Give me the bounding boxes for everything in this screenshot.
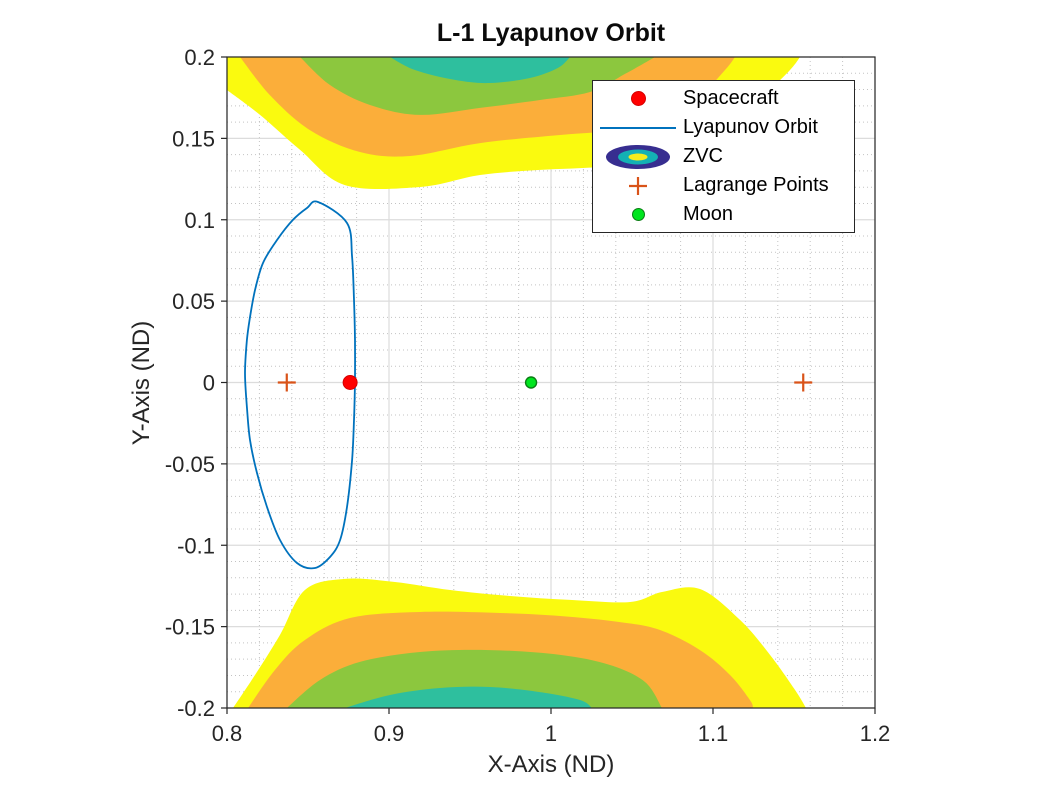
lyapunov-orbit-path <box>244 200 356 570</box>
x-tick-label: 1 <box>545 721 557 746</box>
x-tick-label: 1.2 <box>860 721 891 746</box>
legend-icon-cell <box>593 175 683 197</box>
spacecraft-dot-icon <box>630 91 646 106</box>
lagrange-point-marker <box>277 373 296 392</box>
legend-icon-cell <box>593 91 683 106</box>
zvc-region-bottom-green <box>286 649 662 708</box>
orbit-line-icon <box>600 126 676 129</box>
legend-icon-cell <box>593 126 683 129</box>
x-tick-label: 1.1 <box>698 721 729 746</box>
spacecraft <box>342 375 358 390</box>
y-tick-label: -0.05 <box>165 452 215 477</box>
spacecraft-marker <box>342 375 358 390</box>
y-tick-label: 0 <box>203 371 215 396</box>
legend-icon-cell <box>593 208 683 221</box>
y-tick-label: 0.2 <box>184 45 215 70</box>
legend-item-zvc: ZVC <box>593 143 854 171</box>
y-tick-label: -0.2 <box>177 696 215 721</box>
legend-item-lyapunov-orbit: Lyapunov Orbit <box>593 114 854 142</box>
legend-label-zvc: ZVC <box>683 145 723 167</box>
legend-item-moon: Moon <box>593 201 854 229</box>
zvc-region-top-green <box>300 57 655 115</box>
legend-label-moon: Moon <box>683 203 734 225</box>
y-tick-label: -0.1 <box>177 533 215 558</box>
zvc-region-top-teal <box>390 57 570 84</box>
legend-label-lagrange-points: Lagrange Points <box>683 174 829 196</box>
moon <box>524 376 538 389</box>
x-axis-label: X-Axis (ND) <box>487 751 615 778</box>
y-tick-label: 0.05 <box>172 289 215 314</box>
zvc-contour-icon <box>606 144 670 169</box>
y-tick-label: 0.15 <box>172 126 215 151</box>
y-tick-label: 0.1 <box>184 208 215 233</box>
legend: Spacecraft Lyapunov Orbit ZVC Lagrange Poin… <box>592 80 855 233</box>
legend-item-spacecraft: Spacecraft <box>593 85 854 113</box>
legend-label-lyapunov-orbit: Lyapunov Orbit <box>683 116 818 138</box>
y-axis-label: Y-Axis (ND) <box>128 320 155 446</box>
moon-marker <box>524 376 538 389</box>
lyapunov-orbit <box>244 200 356 570</box>
legend-label-spacecraft: Spacecraft <box>683 87 779 109</box>
x-tick-label: 0.8 <box>212 721 243 746</box>
chart-title: L-1 Lyapunov Orbit <box>436 19 666 47</box>
lagrange-point-marker <box>794 373 813 392</box>
lagrange-points <box>277 373 813 392</box>
legend-icon-cell <box>593 144 683 170</box>
axis-ticks-and-labels: 0.8 0.9 1 1.1 1.2 0.2 0.15 0.1 0.05 0 -0.05 -0.1 -0.… <box>165 45 890 746</box>
zvc-region-bottom-teal <box>344 686 592 708</box>
legend-item-lagrange-points: Lagrange Points <box>593 172 854 200</box>
plus-marker-icon <box>629 176 647 195</box>
x-tick-label: 0.9 <box>374 721 405 746</box>
moon-dot-icon <box>631 208 645 221</box>
y-tick-label: -0.15 <box>165 615 215 640</box>
